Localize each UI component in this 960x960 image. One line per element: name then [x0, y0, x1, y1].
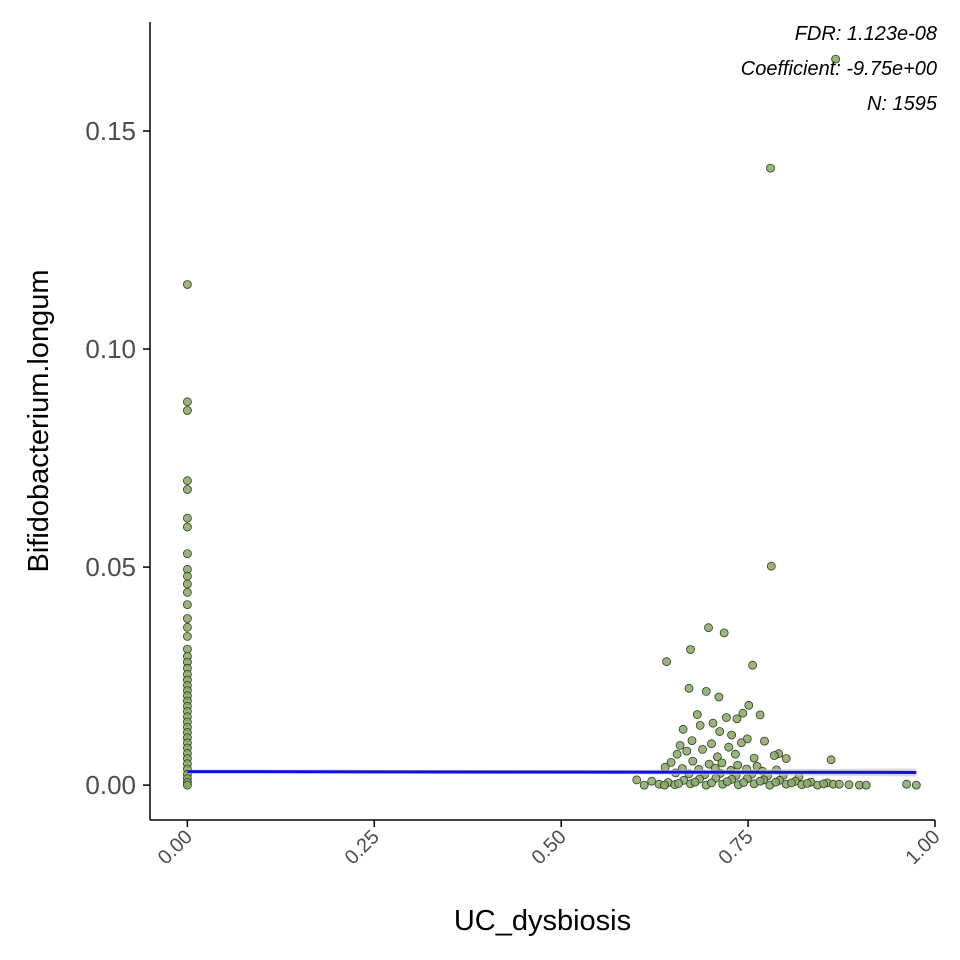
data-point — [688, 756, 698, 766]
data-point — [182, 571, 192, 581]
data-point — [182, 579, 192, 589]
x-tick-label: 0.00 — [154, 826, 197, 869]
data-point — [698, 745, 707, 754]
data-point — [182, 485, 192, 494]
data-point — [182, 406, 192, 415]
stat-annotation: N: 1595 — [867, 93, 938, 115]
data-point — [182, 280, 192, 289]
y-axis-title: Bifidobacterium.longum — [23, 269, 55, 572]
data-point — [766, 163, 775, 173]
data-point — [755, 776, 765, 786]
data-point — [861, 780, 871, 790]
data-point — [707, 778, 716, 788]
data-point — [182, 513, 192, 523]
x-tick-label: 0.50 — [528, 826, 571, 869]
data-point — [690, 777, 700, 787]
data-point — [749, 753, 759, 763]
x-axis-title: UC_dysbiosis — [454, 905, 631, 937]
data-point — [719, 628, 729, 638]
y-tick-label: 0.05 — [85, 552, 136, 582]
data-point — [686, 645, 695, 654]
data-point — [727, 730, 736, 740]
data-point — [692, 710, 702, 719]
data-point — [662, 657, 671, 667]
data-point — [722, 713, 731, 722]
data-point — [672, 749, 682, 759]
data-point — [647, 776, 657, 786]
data-point — [182, 397, 192, 407]
data-point — [632, 775, 642, 785]
data-point — [714, 692, 724, 702]
axes-layer: 0.00 0.05 0.10 0.15 0.00 0.25 0.50 0.75 1.00 UC_d… — [23, 22, 945, 937]
data-point — [781, 754, 791, 763]
x-tick-label: 0.25 — [341, 826, 384, 869]
data-point — [666, 758, 676, 767]
data-point — [182, 622, 192, 632]
data-point — [639, 780, 649, 790]
data-point — [182, 780, 192, 790]
data-point — [682, 746, 692, 756]
data-point — [182, 644, 192, 654]
data-point — [731, 749, 740, 759]
data-point — [717, 758, 727, 768]
data-point — [760, 736, 769, 746]
stat-annotation: FDR: 1.123e-08 — [795, 23, 937, 45]
data-point — [831, 54, 840, 64]
data-point — [732, 714, 742, 724]
data-point — [911, 780, 921, 790]
data-point — [769, 751, 779, 760]
annotation-layer: FDR: 1.123e-08 Coefficient: -9.75e+00 N: 1… — [741, 23, 938, 115]
data-point — [704, 623, 713, 633]
data-point — [748, 660, 757, 670]
data-point — [182, 522, 192, 532]
points-layer — [182, 54, 921, 790]
data-point — [695, 721, 705, 730]
data-point — [738, 708, 748, 718]
x-tick-label: 0.75 — [715, 826, 758, 869]
data-point — [708, 718, 718, 728]
y-tick-label: 0.00 — [85, 770, 136, 800]
data-point — [701, 687, 711, 696]
data-point — [733, 760, 742, 770]
y-tick-label: 0.10 — [85, 334, 136, 364]
data-point — [660, 780, 669, 790]
data-point — [802, 779, 812, 788]
data-point — [737, 738, 746, 748]
data-point — [844, 780, 854, 790]
stat-annotation: Coefficient: -9.75e+00 — [741, 58, 937, 80]
data-point — [674, 779, 683, 788]
data-point — [724, 742, 734, 752]
data-point — [834, 779, 844, 789]
data-point — [722, 777, 732, 786]
data-point — [755, 710, 765, 720]
fit-layer — [187, 768, 917, 777]
data-point — [675, 741, 685, 750]
data-point — [182, 476, 192, 486]
data-point — [182, 588, 192, 597]
data-point — [739, 778, 748, 787]
data-point — [684, 683, 694, 693]
data-point — [678, 724, 688, 734]
data-point — [182, 549, 192, 558]
x-tick-label: 1.00 — [901, 826, 944, 869]
data-point — [182, 600, 192, 609]
data-point — [902, 779, 911, 789]
data-point — [713, 752, 722, 762]
y-tick-label: 0.15 — [85, 116, 136, 146]
data-point — [771, 777, 781, 787]
data-point — [819, 779, 828, 789]
data-point — [687, 736, 697, 745]
data-point — [766, 561, 776, 571]
fit-line — [187, 770, 917, 774]
data-point — [787, 778, 796, 788]
data-point — [826, 755, 836, 765]
data-point — [182, 632, 192, 641]
data-point — [182, 614, 192, 623]
data-point — [744, 700, 754, 710]
data-point — [707, 739, 716, 749]
data-point — [715, 727, 725, 736]
